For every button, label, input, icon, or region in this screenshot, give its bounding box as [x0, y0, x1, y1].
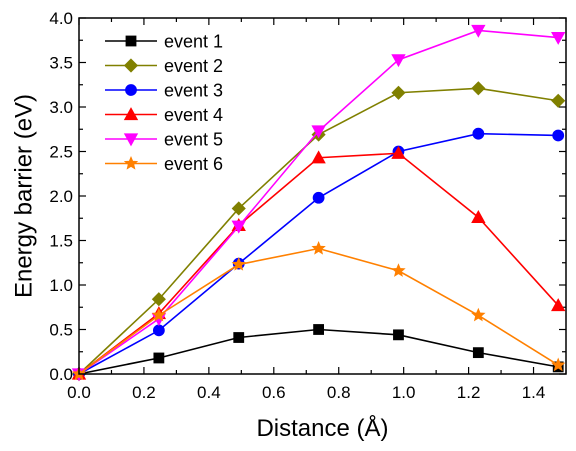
data-point — [391, 54, 406, 68]
x-tick-label: 0.6 — [262, 383, 286, 402]
data-point — [552, 129, 565, 142]
legend-item: event 2 — [105, 56, 223, 76]
data-point — [231, 201, 246, 216]
y-axis-title: Energy barrier (eV) — [11, 94, 38, 298]
data-point — [233, 332, 245, 343]
data-point — [472, 127, 485, 140]
series-3 — [73, 127, 565, 380]
x-tick-label: 0.0 — [67, 383, 91, 402]
series-line — [78, 328, 559, 375]
data-point — [153, 352, 165, 364]
legend-item: event 6 — [105, 154, 223, 174]
legend-label: event 2 — [164, 56, 223, 76]
x-tick-label: 1.4 — [522, 383, 546, 402]
x-tick-label: 0.8 — [327, 383, 351, 402]
legend-marker — [123, 58, 139, 73]
y-tick-label: 0.5 — [49, 321, 73, 340]
data-point — [551, 298, 566, 312]
data-point — [231, 220, 246, 234]
legend-marker — [123, 155, 139, 170]
y-tick-label: 0.0 — [49, 365, 73, 384]
tick-labels: 0.0 0.2 0.4 0.6 0.8 1.0 1.2 1.4 0.0 0.5 1.0 1.5 2.0 2… — [49, 9, 545, 402]
data-point — [391, 85, 406, 100]
x-tick-label: 0.4 — [197, 383, 221, 402]
data-point — [551, 357, 566, 372]
legend-label: event 6 — [164, 154, 223, 174]
y-tick-label: 2.5 — [49, 143, 73, 162]
data-point — [393, 329, 404, 341]
plot-frame — [78, 17, 567, 375]
data-point — [311, 150, 326, 164]
legend-marker — [125, 35, 137, 47]
series-line — [78, 247, 559, 375]
data-point — [391, 145, 406, 159]
series-4 — [71, 145, 566, 380]
x-tick-label: 1.2 — [457, 383, 481, 402]
data-point — [311, 125, 326, 139]
data-point — [391, 263, 406, 277]
data-point — [313, 324, 325, 335]
data-point — [551, 31, 566, 45]
data-point — [471, 24, 486, 38]
x-tick-label: 1.0 — [392, 383, 416, 402]
legend-label: event 4 — [164, 105, 223, 125]
legend-item: event 4 — [105, 105, 223, 125]
data-point — [312, 191, 325, 204]
legend-label: event 1 — [164, 32, 223, 52]
legend-item: event 1 — [105, 32, 223, 52]
y-tick-label: 1.0 — [49, 276, 73, 295]
x-tick-label: 0.2 — [132, 383, 156, 402]
x-axis-title: Distance (Å) — [256, 414, 388, 442]
data-point — [311, 240, 326, 255]
data-point — [551, 93, 566, 108]
legend: event 1 event 2 event 3 event 4 event 5 event… — [105, 32, 223, 174]
y-tick-label: 3.5 — [49, 54, 73, 73]
y-tick-label: 4.0 — [49, 9, 73, 28]
legend-label: event 5 — [164, 130, 223, 150]
data-point — [231, 256, 246, 271]
y-tick-label: 2.0 — [49, 187, 73, 206]
data-point — [471, 210, 486, 223]
legend-marker — [123, 133, 139, 147]
legend-marker — [125, 84, 137, 96]
data-point — [151, 292, 166, 307]
series-line — [78, 132, 559, 375]
legend-label: event 3 — [164, 81, 223, 101]
legend-item: event 5 — [105, 130, 223, 150]
series-line — [78, 152, 559, 375]
legend-marker — [123, 107, 139, 121]
data-point — [471, 81, 486, 96]
data-point — [472, 347, 484, 359]
data-point — [152, 324, 165, 337]
y-tick-label: 3.0 — [49, 98, 73, 117]
series-group — [71, 24, 566, 382]
data-point — [151, 307, 167, 322]
legend-item: event 3 — [105, 81, 223, 101]
data-point — [471, 307, 486, 322]
series-1 — [73, 324, 564, 380]
y-tick-label: 1.5 — [49, 232, 73, 251]
